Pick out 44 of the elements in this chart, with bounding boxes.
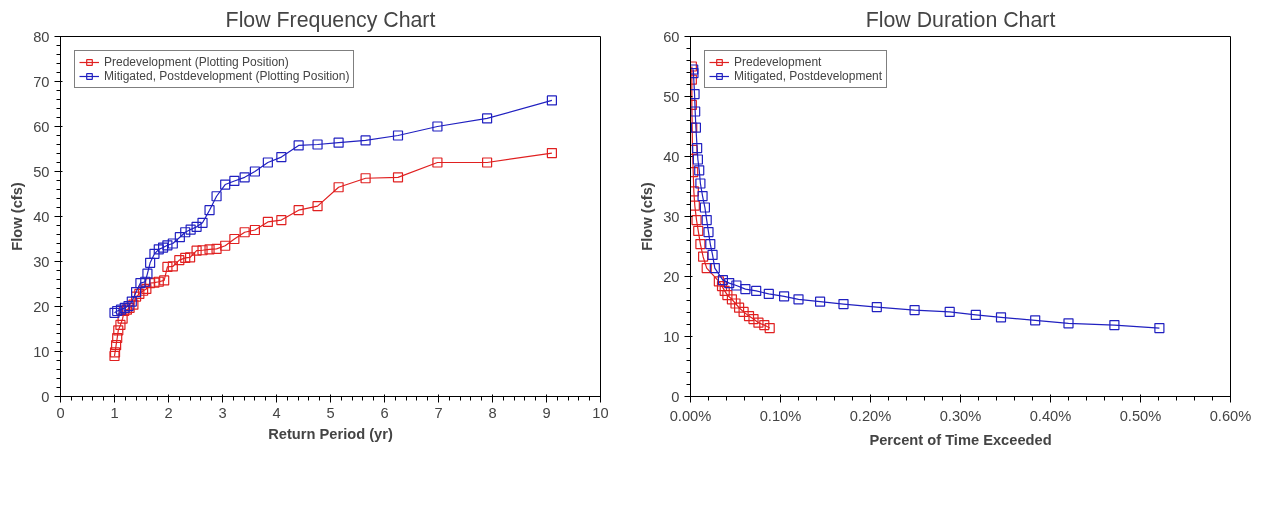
y-axis-title: Flow (cfs): [9, 182, 26, 251]
x-tick-label: 0.60%: [1209, 407, 1252, 424]
x-tick-label: 6: [380, 404, 389, 421]
x-tick-label: 0.30%: [939, 407, 982, 424]
y-tick-label: 10: [663, 328, 680, 345]
y-tick-label: 50: [663, 88, 680, 105]
x-tick-label: 0: [56, 404, 65, 421]
x-tick-label: 3: [218, 404, 227, 421]
y-tick-label: 40: [33, 208, 50, 225]
x-tick-label: 0.40%: [1029, 407, 1072, 424]
y-tick-label: 20: [33, 298, 50, 315]
x-tick-label: 4: [272, 404, 281, 421]
y-tick-label: 30: [33, 253, 50, 270]
x-axis-title: Percent of Time Exceeded: [869, 431, 1052, 448]
y-tick-label: 60: [663, 28, 680, 45]
y-tick-label: 60: [33, 118, 50, 135]
y-axis-title: Flow (cfs): [639, 182, 656, 251]
chart-title: Flow Frequency Chart: [225, 7, 436, 32]
x-axis-title: Return Period (yr): [268, 425, 393, 442]
x-tick-label: 8: [488, 404, 497, 421]
x-tick-label: 1: [110, 404, 119, 421]
y-tick-label: 30: [663, 208, 680, 225]
x-tick-label: 0.50%: [1119, 407, 1162, 424]
x-tick-label: 9: [542, 404, 551, 421]
x-tick-label: 7: [434, 404, 443, 421]
x-tick-label: 0.10%: [759, 407, 802, 424]
y-tick-label: 0: [41, 388, 50, 405]
legend-label: Predevelopment (Plotting Position): [104, 55, 289, 69]
x-tick-label: 2: [164, 404, 173, 421]
y-tick-label: 0: [671, 388, 680, 405]
legend-label: Predevelopment: [734, 55, 822, 69]
y-tick-label: 80: [33, 28, 50, 45]
y-tick-label: 10: [33, 343, 50, 360]
chart-title: Flow Duration Chart: [865, 7, 1056, 32]
x-tick-label: 10: [592, 404, 609, 421]
legend-label: Mitigated, Postdevelopment (Plotting Position): [104, 69, 350, 83]
y-tick-label: 70: [33, 73, 50, 90]
y-tick-label: 50: [33, 163, 50, 180]
y-tick-label: 20: [663, 268, 680, 285]
legend-label: Mitigated, Postdevelopment: [734, 69, 883, 83]
y-tick-label: 40: [663, 148, 680, 165]
x-tick-label: 5: [326, 404, 335, 421]
x-tick-label: 0.00%: [669, 407, 712, 424]
x-tick-label: 0.20%: [849, 407, 892, 424]
